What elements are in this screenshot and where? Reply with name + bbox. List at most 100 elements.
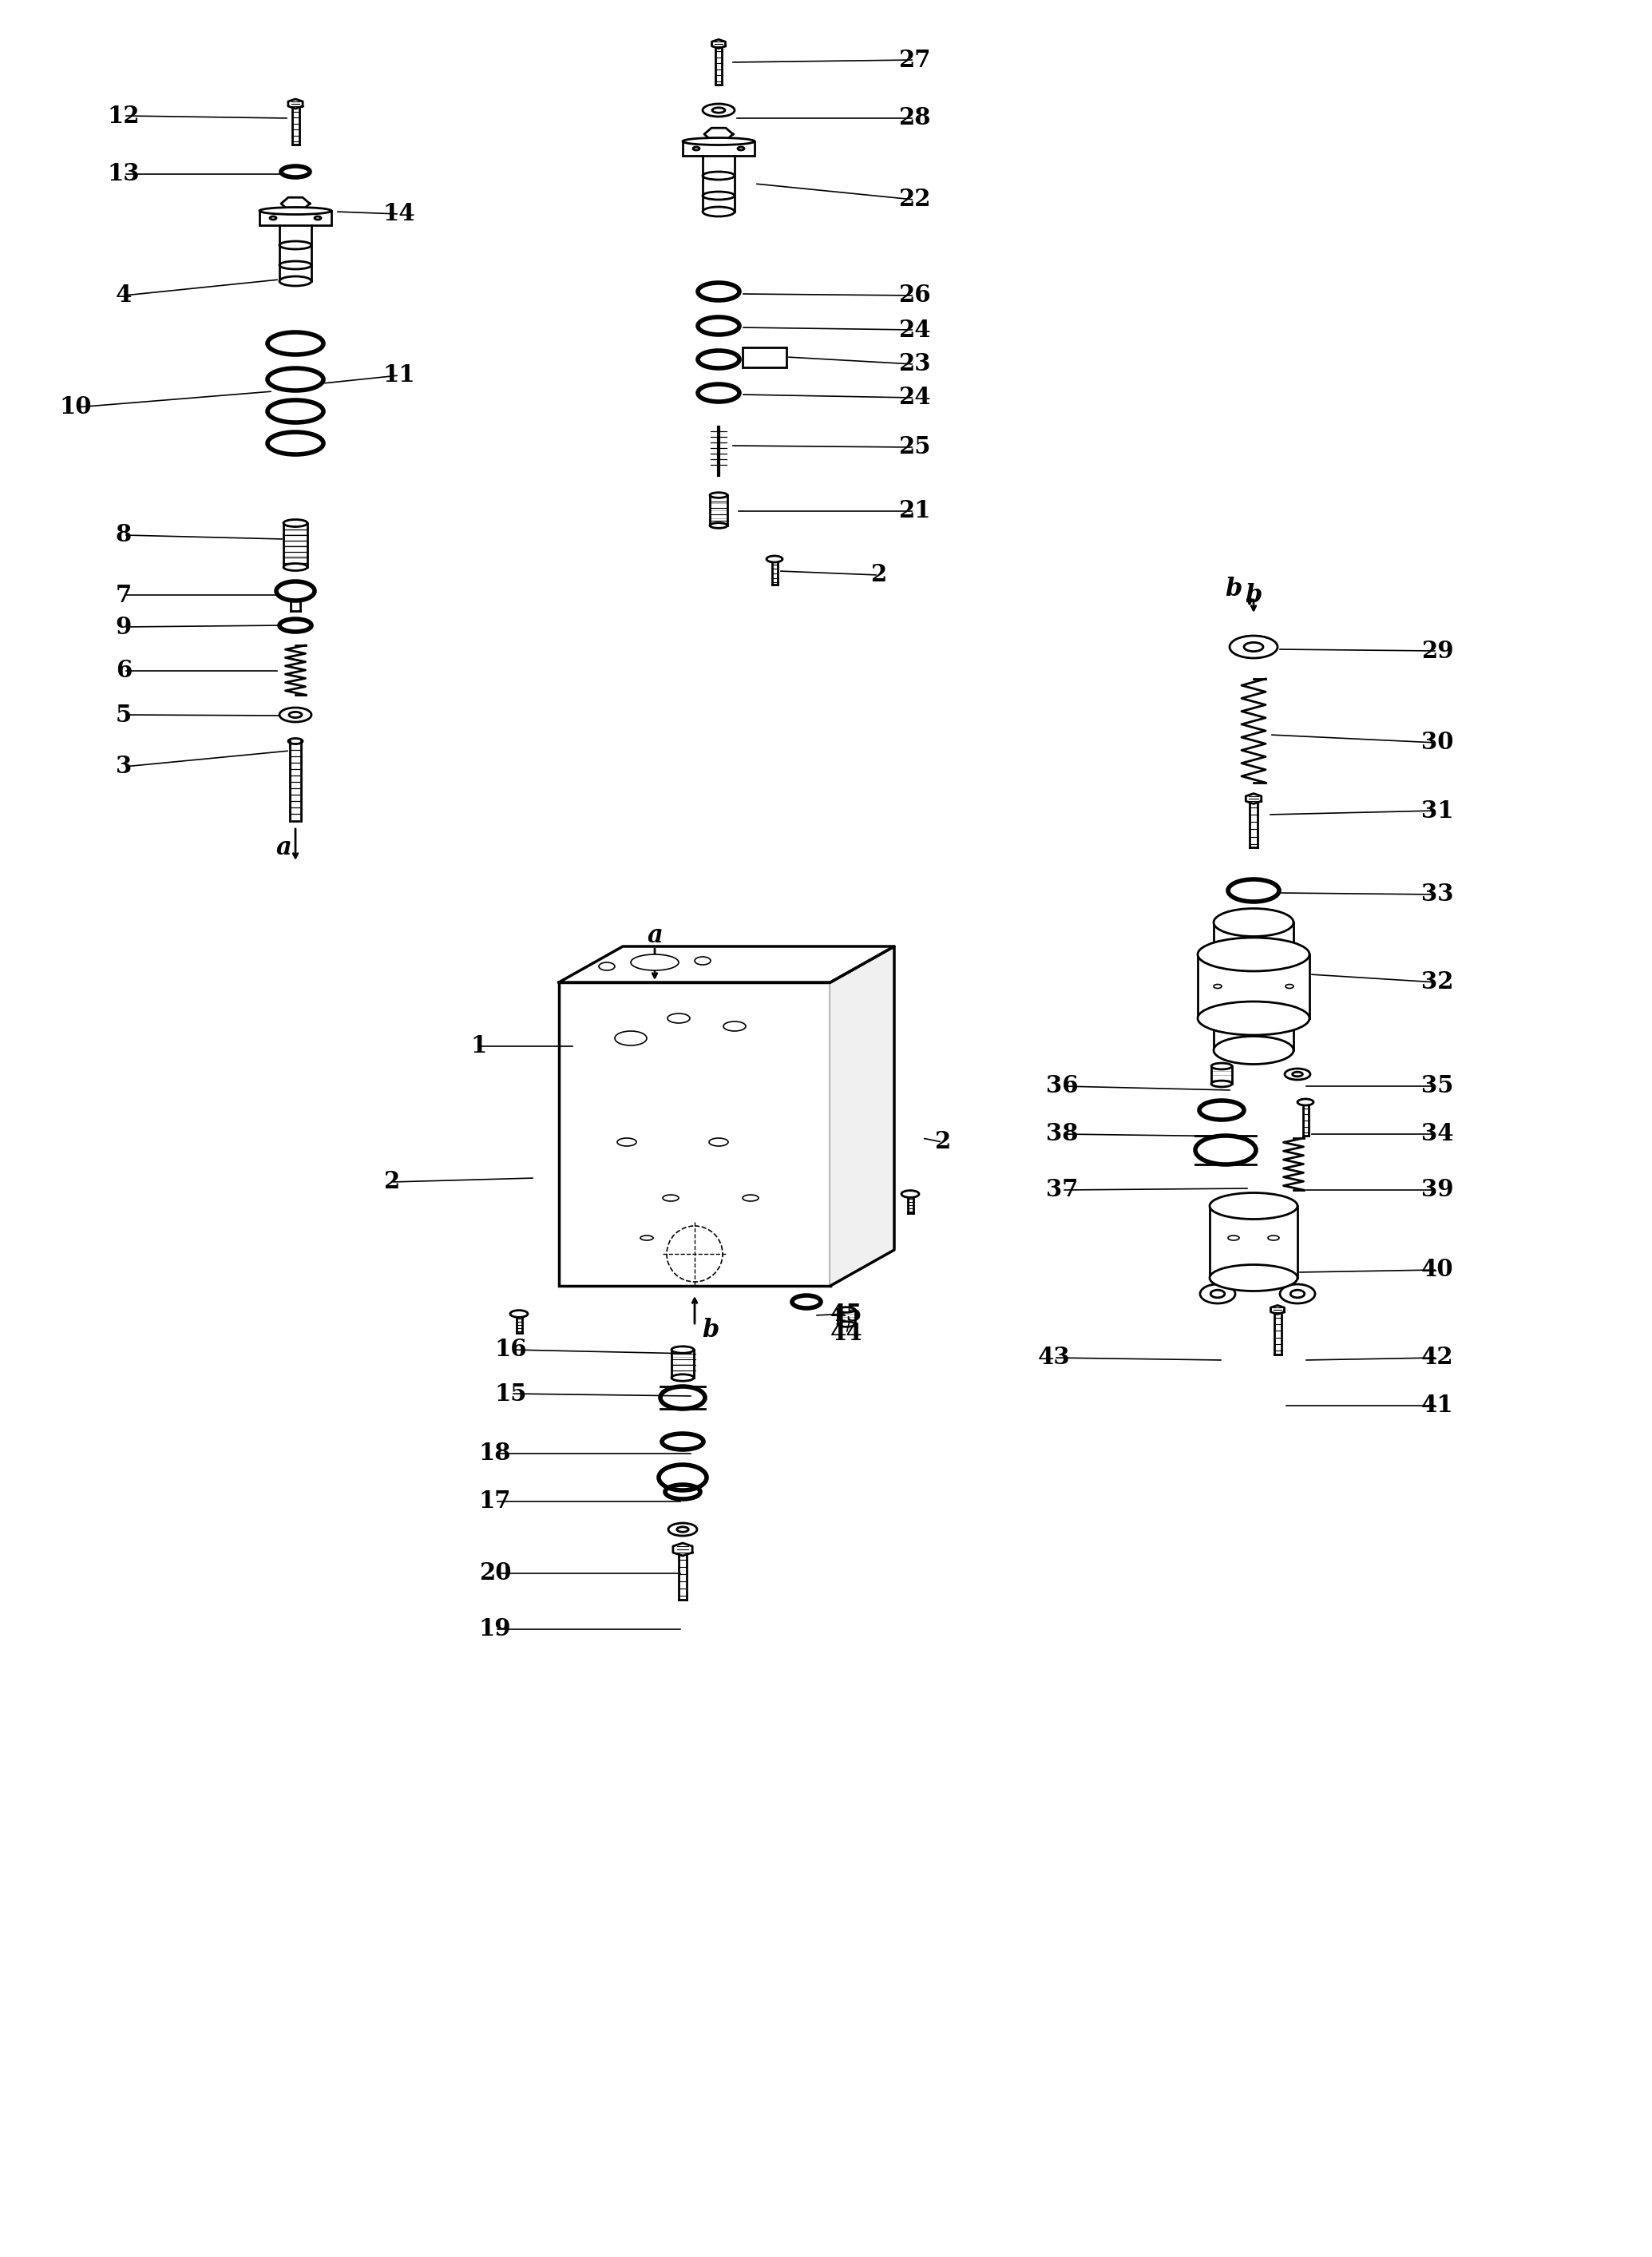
Text: 37: 37 [1046, 1178, 1079, 1201]
Text: 39: 39 [1421, 1178, 1454, 1201]
Text: a: a [276, 835, 291, 860]
Polygon shape [831, 946, 894, 1286]
Bar [558, 982, 831, 1286]
Text: 26: 26 [899, 284, 930, 307]
Ellipse shape [284, 519, 307, 526]
Ellipse shape [671, 1375, 694, 1381]
Text: 8: 8 [116, 524, 132, 546]
Text: 20: 20 [479, 1562, 510, 1584]
Ellipse shape [284, 564, 307, 571]
Ellipse shape [1214, 984, 1221, 989]
Text: 32: 32 [1421, 971, 1454, 993]
Text: 31: 31 [1421, 799, 1454, 822]
Text: 45: 45 [831, 1302, 862, 1325]
Ellipse shape [671, 1347, 694, 1354]
Text: 22: 22 [899, 187, 930, 212]
Ellipse shape [618, 1138, 636, 1147]
Text: 38: 38 [1046, 1122, 1079, 1147]
Ellipse shape [287, 738, 302, 745]
Text: 27: 27 [899, 47, 930, 72]
Ellipse shape [710, 492, 727, 499]
Text: 2: 2 [383, 1171, 400, 1194]
Ellipse shape [694, 147, 699, 151]
Text: 7: 7 [116, 582, 132, 607]
Ellipse shape [1209, 1264, 1297, 1291]
Text: 17: 17 [479, 1490, 510, 1512]
Text: 2: 2 [933, 1131, 950, 1153]
Text: 18: 18 [479, 1442, 510, 1465]
Text: 16: 16 [496, 1338, 527, 1361]
Polygon shape [704, 129, 733, 140]
Bar [682, 142, 755, 156]
Bar [742, 348, 786, 368]
Ellipse shape [838, 1323, 856, 1327]
Text: 14: 14 [383, 203, 415, 226]
Text: 21: 21 [899, 499, 930, 524]
Ellipse shape [710, 524, 727, 528]
Ellipse shape [662, 1194, 679, 1201]
Ellipse shape [1285, 984, 1294, 989]
Text: 6: 6 [116, 659, 132, 682]
Text: 12: 12 [107, 104, 140, 126]
Ellipse shape [1269, 1235, 1279, 1241]
Text: 1: 1 [471, 1034, 487, 1059]
Text: b: b [702, 1318, 719, 1343]
Text: 10: 10 [59, 395, 93, 420]
Ellipse shape [694, 957, 710, 964]
Ellipse shape [709, 1138, 729, 1147]
Ellipse shape [702, 208, 735, 217]
Text: 2: 2 [871, 564, 887, 587]
Ellipse shape [598, 961, 615, 971]
Text: 3: 3 [116, 756, 132, 779]
Ellipse shape [838, 1307, 856, 1311]
Ellipse shape [631, 955, 679, 971]
Text: 35: 35 [1421, 1074, 1454, 1097]
Text: 23: 23 [899, 352, 930, 375]
Text: 29: 29 [1421, 639, 1454, 664]
Text: 11: 11 [383, 363, 415, 386]
Text: 24: 24 [899, 386, 930, 409]
Text: 24: 24 [899, 318, 930, 341]
Ellipse shape [724, 1022, 745, 1031]
Text: 25: 25 [899, 436, 930, 458]
Ellipse shape [1227, 1235, 1239, 1241]
Ellipse shape [667, 1013, 691, 1022]
Text: 34: 34 [1421, 1122, 1454, 1147]
Text: b: b [1246, 582, 1262, 607]
Text: 41: 41 [1421, 1395, 1454, 1417]
Text: 28: 28 [899, 106, 930, 131]
Text: 4: 4 [116, 284, 132, 307]
Text: 36: 36 [1046, 1074, 1079, 1097]
Ellipse shape [641, 1235, 653, 1241]
Ellipse shape [1198, 1002, 1310, 1036]
Ellipse shape [1211, 1063, 1232, 1070]
Text: 5: 5 [116, 704, 132, 727]
Ellipse shape [682, 138, 755, 144]
Text: b: b [1226, 578, 1242, 603]
Ellipse shape [1214, 1036, 1294, 1065]
Text: 42: 42 [1421, 1345, 1454, 1370]
Text: 15: 15 [496, 1381, 527, 1406]
Text: a: a [648, 923, 662, 948]
Ellipse shape [738, 147, 743, 151]
Ellipse shape [269, 217, 276, 219]
Ellipse shape [314, 217, 320, 219]
Text: 30: 30 [1421, 731, 1454, 754]
Text: 9: 9 [116, 616, 132, 639]
Bar [259, 210, 332, 226]
Ellipse shape [1211, 1081, 1232, 1088]
Polygon shape [281, 196, 311, 210]
Ellipse shape [1214, 910, 1294, 937]
Text: 43: 43 [1037, 1345, 1070, 1370]
Ellipse shape [279, 275, 311, 287]
Ellipse shape [615, 1031, 646, 1045]
Bar [1198, 955, 1310, 1018]
Text: 44: 44 [829, 1323, 862, 1345]
Text: 40: 40 [1421, 1259, 1454, 1282]
Bar [1209, 1205, 1297, 1277]
Ellipse shape [1209, 1192, 1297, 1219]
Ellipse shape [259, 208, 332, 214]
Ellipse shape [1198, 937, 1310, 971]
Text: 13: 13 [107, 163, 140, 185]
Polygon shape [558, 946, 894, 982]
